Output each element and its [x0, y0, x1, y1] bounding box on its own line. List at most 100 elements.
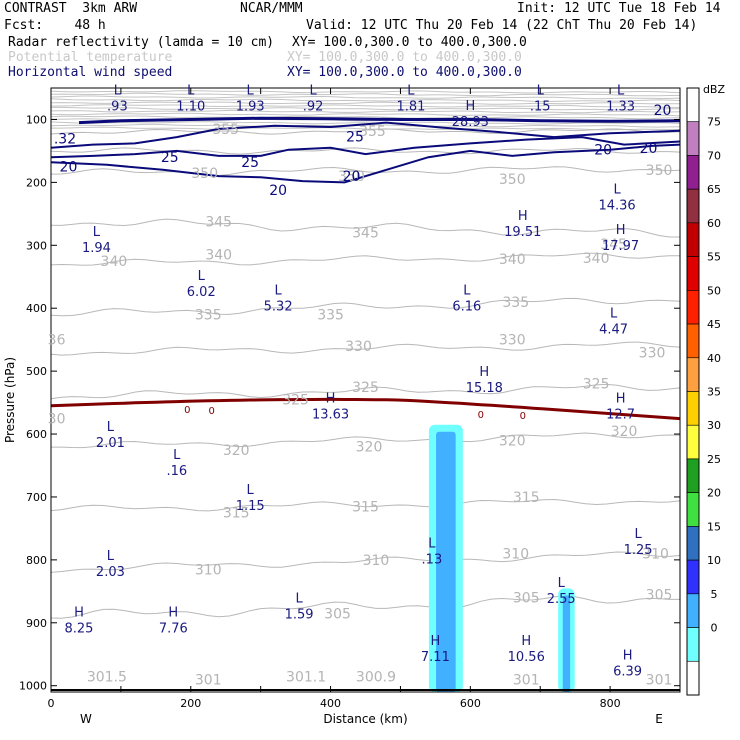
wind-speed-contour [50, 136, 681, 159]
high-marker: H [74, 606, 84, 621]
theta-label: 310 [502, 547, 529, 563]
wind-label: 20 [60, 160, 78, 176]
marker-value: 1.25 [624, 543, 653, 558]
low-marker: L [198, 269, 206, 284]
low-marker: L [309, 83, 317, 98]
direction-east: E [655, 712, 663, 726]
low-marker: L [187, 83, 195, 98]
theta-label: 325 [352, 380, 379, 396]
theta-label: 320 [499, 433, 526, 449]
theta-label: 335 [502, 295, 529, 311]
colorbar-swatch [686, 188, 700, 224]
theta-contour [50, 595, 680, 619]
marker-value: 10.56 [508, 650, 545, 665]
colorbar-swatch [686, 492, 700, 527]
field3-xy: XY= 100.0,300.0 to 400.0,300.0 [287, 65, 522, 80]
y-tick-label: 900 [26, 617, 47, 630]
theta-band-line [50, 115, 681, 120]
colorbar-label: 50 [707, 284, 721, 297]
theta-label: 350 [646, 163, 673, 179]
high-marker: H [616, 223, 626, 238]
colorbar-label: 75 [707, 116, 721, 129]
field3-name: Horizontal wind speed [8, 65, 173, 80]
theta-band-line [50, 109, 681, 114]
marker-value: 2.03 [96, 565, 125, 580]
theta-label: 325 [282, 392, 309, 408]
marker-value: 15.18 [466, 381, 503, 396]
wind-speed-contour [78, 116, 681, 125]
theta-label: 330 [639, 345, 666, 361]
high-marker: H [616, 392, 626, 407]
theta-label: 305 [646, 587, 673, 603]
theta-label: 301 [646, 672, 673, 688]
colorbar-swatch [686, 593, 700, 628]
theta-label: 345 [352, 226, 379, 242]
colorbar-swatch [686, 660, 700, 696]
low-marker: L [107, 420, 115, 435]
low-marker: L [463, 283, 471, 298]
theta-label: 350 [338, 169, 365, 185]
theta-label: 310 [195, 562, 222, 578]
marker-value: 7.11 [421, 650, 450, 665]
theta-contour [50, 252, 680, 266]
theta-label: 350 [499, 172, 526, 188]
radar-cell-10dbz [562, 595, 571, 692]
y-tick-label: 300 [26, 239, 47, 252]
high-marker: H [430, 634, 440, 649]
theta-band-line [50, 95, 681, 100]
marker-value: 4.47 [599, 323, 628, 338]
colorbar-swatch [686, 559, 700, 595]
marker-value: 5.32 [264, 299, 293, 314]
theta-label: 300.9 [356, 669, 396, 685]
marker-value: .15 [530, 99, 551, 114]
y-tick-label: 600 [26, 428, 47, 441]
wind-speed-contour [50, 121, 681, 149]
marker-value: 13.63 [312, 408, 349, 423]
forecast-hour: Fcst: 48 h [4, 18, 106, 33]
theta-label: 340 [205, 248, 232, 264]
wind-label: .32 [54, 131, 76, 147]
high-marker: H [623, 648, 633, 663]
theta-contour [50, 297, 681, 317]
marker-value: .13 [422, 552, 443, 567]
colorbar-swatch [686, 526, 700, 561]
y-tick-label: 500 [26, 365, 47, 378]
theta-band-line [50, 98, 681, 103]
plot-frame [50, 87, 681, 693]
x-tick-label: 200 [180, 697, 201, 710]
field2-name: Potential temperature [8, 50, 173, 65]
theta-contour [50, 147, 681, 155]
colorbar-label: 10 [707, 554, 721, 567]
freezing-level-line [50, 397, 681, 421]
colorbar-frame [686, 87, 700, 696]
theta-contour [50, 218, 680, 238]
theta-label: 340 [499, 252, 526, 268]
low-marker: L [610, 307, 618, 322]
high-marker: H [465, 99, 475, 114]
marker-value: 17.97 [602, 239, 639, 254]
colorbar-label: 30 [707, 419, 721, 432]
colorbar-label: 60 [707, 217, 721, 230]
marker-value: 1.94 [82, 241, 111, 256]
theta-label: 340 [583, 251, 610, 267]
theta-band-line [50, 92, 681, 97]
wind-label: 25 [161, 150, 179, 166]
high-marker: H [518, 209, 528, 224]
colorbar-label: 20 [707, 487, 721, 500]
org-label: NCAR/MMM [240, 1, 303, 16]
marker-value: 12.7 [606, 408, 635, 423]
low-marker: L [247, 483, 255, 498]
y-tick-label: 400 [26, 302, 47, 315]
marker-value: 6.16 [452, 299, 481, 314]
colorbar-swatch [686, 357, 700, 392]
theta-label: 350 [191, 166, 218, 182]
theta-band-line [50, 121, 681, 125]
theta-contour [50, 166, 681, 177]
marker-value: 14.36 [598, 199, 635, 214]
theta-label: 330 [345, 339, 372, 355]
init-time: Init: 12 UTC Tue 18 Feb 14 [517, 1, 721, 16]
colorbar-title: dBZ [703, 83, 726, 96]
low-marker: L [634, 527, 642, 542]
colorbar-label: 45 [707, 318, 721, 331]
